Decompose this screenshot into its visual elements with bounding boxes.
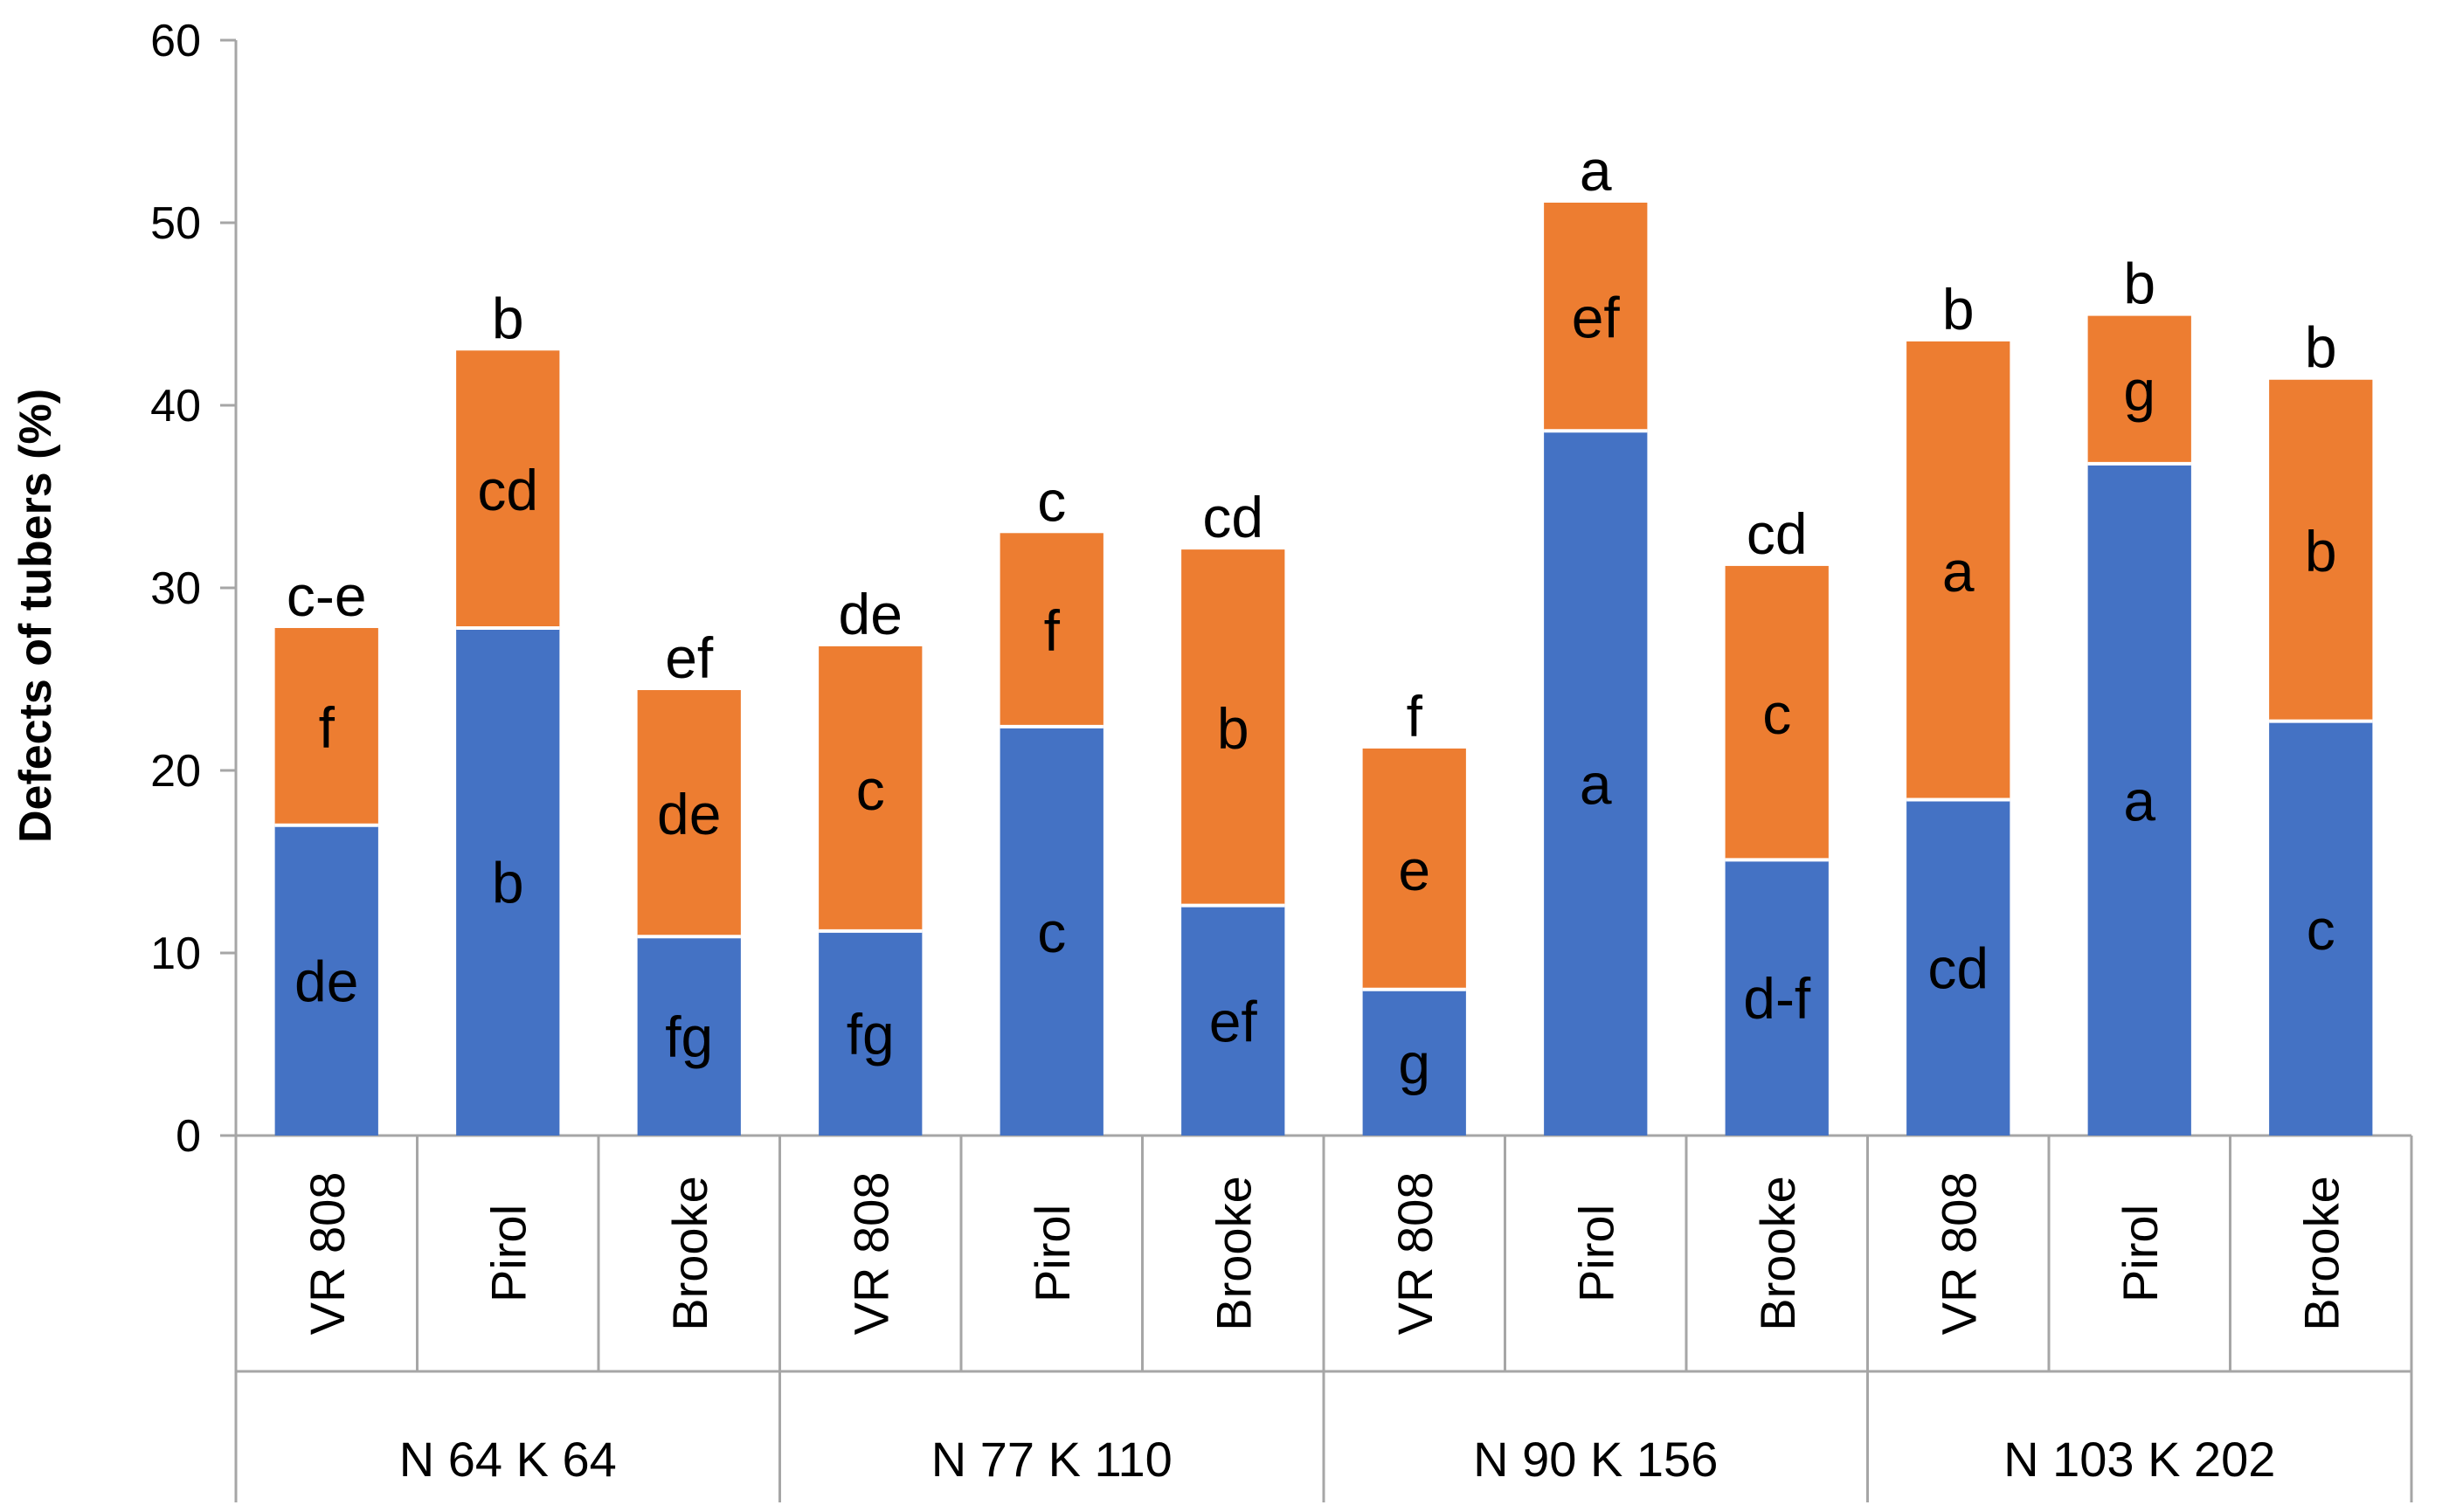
bar-bottom-segment: [456, 627, 560, 1136]
category-label: Brooke: [662, 1176, 717, 1330]
bar-top-letter: a: [1942, 539, 1975, 604]
bar-bottom-segment: [1906, 799, 2010, 1136]
bar-total-letter: cd: [1202, 485, 1263, 549]
category-label: VR 808: [300, 1172, 355, 1336]
bar-total-letter: cd: [1747, 501, 1808, 566]
group-label: N 103 K 202: [2003, 1432, 2275, 1487]
bar-bottom-letter: cd: [1927, 936, 1989, 1001]
category-label: Pirol: [1568, 1205, 1623, 1302]
bar-bottom-letter: de: [294, 949, 358, 1013]
bar-top-segment: [274, 627, 378, 825]
bar-bottom-letter: a: [1580, 752, 1612, 817]
bar-top-letter: c: [1762, 681, 1791, 746]
bar-top-segment: [2087, 315, 2191, 464]
bar-top-letter: c: [856, 757, 885, 822]
y-tick-label: 30: [150, 563, 201, 614]
bars: [274, 203, 2373, 1136]
bar-top-segment: [819, 646, 923, 931]
bar-total-letter: b: [2305, 315, 2337, 380]
bar-bottom-letter: b: [492, 850, 524, 915]
bar-bottom-segment: [1000, 726, 1103, 1136]
bar-top-letter: e: [1398, 838, 1430, 902]
bar-bottom-segment: [637, 936, 741, 1136]
category-label: VR 808: [1387, 1172, 1442, 1336]
bar-bottom-letter: fg: [665, 1005, 713, 1069]
bar-bottom-segment: [1362, 989, 1466, 1136]
bar-bottom-letter: c: [2307, 897, 2335, 962]
bar-top-segment: [1000, 533, 1103, 727]
bar-bottom-letter: c: [1037, 900, 1066, 964]
group-label: N 77 K 110: [931, 1432, 1173, 1487]
bar-total-letter: b: [1942, 277, 1975, 342]
category-label: Pirol: [2113, 1205, 2168, 1302]
y-tick-label: 10: [150, 929, 201, 979]
bar-bottom-segment: [2087, 463, 2191, 1136]
bar-top-letter: ef: [1572, 286, 1621, 350]
bar-total-letter: b: [492, 286, 524, 350]
bar-top-segment: [456, 350, 560, 628]
bar-bottom-segment: [1725, 860, 1829, 1136]
category-label: Pirol: [481, 1205, 536, 1302]
y-axis-title: Defects of tubers (%): [10, 389, 61, 843]
bar-top-letter: g: [2123, 358, 2155, 423]
bar-bottom-letter: g: [1398, 1031, 1430, 1095]
y-tick-label: 40: [150, 381, 201, 432]
bar-total-letter: ef: [665, 625, 714, 690]
bar-top-letter: f: [1044, 598, 1061, 663]
bar-top-letter: cd: [477, 458, 538, 522]
bar-total-letter: f: [1407, 684, 1423, 749]
bar-bottom-letter: a: [2123, 768, 2155, 832]
group-label: N 64 K 64: [399, 1432, 617, 1487]
category-label: Brooke: [2293, 1176, 2349, 1330]
bar-total-letter: de: [839, 582, 903, 646]
bar-bottom-letter: ef: [1209, 989, 1258, 1053]
category-label: Brooke: [1750, 1176, 1805, 1330]
category-label: Brooke: [1206, 1176, 1261, 1330]
bar-top-letter: f: [319, 695, 336, 760]
bar-top-segment: [1181, 549, 1285, 906]
bar-top-letter: b: [2305, 519, 2337, 583]
bar-total-letter: b: [2123, 252, 2155, 316]
y-tick-label: 20: [150, 746, 201, 797]
category-label: Pirol: [1025, 1205, 1080, 1302]
bar-total-letter: c: [1037, 468, 1066, 533]
y-tick-label: 60: [150, 16, 201, 66]
bar-bottom-segment: [1544, 431, 1648, 1136]
bar-top-segment: [1544, 203, 1648, 432]
bar-bottom-letter: d-f: [1743, 966, 1811, 1031]
bar-top-letter: b: [1217, 696, 1249, 761]
group-label: N 90 K 156: [1473, 1432, 1718, 1487]
bar-bottom-letter: fg: [847, 1002, 895, 1067]
bar-top-segment: [2269, 379, 2373, 721]
bar-top-segment: [1906, 341, 2010, 800]
bar-top-segment: [1725, 565, 1829, 860]
axes: 0 10 20 30 40 50 60: [150, 16, 2413, 1502]
category-label: VR 808: [1931, 1172, 1986, 1336]
bar-bottom-segment: [2269, 721, 2373, 1136]
bar-bottom-segment: [274, 825, 378, 1136]
bar-total-letter: a: [1580, 138, 1612, 203]
bar-top-segment: [1362, 748, 1466, 990]
category-label: VR 808: [843, 1172, 898, 1336]
bar-top-segment: [637, 690, 741, 937]
y-tick-label: 50: [150, 198, 201, 249]
y-tick-label: 0: [176, 1111, 201, 1162]
bar-bottom-segment: [819, 930, 923, 1136]
bar-bottom-segment: [1181, 905, 1285, 1136]
bar-total-letter: c-e: [287, 563, 367, 628]
bar-top-letter: de: [657, 782, 721, 846]
